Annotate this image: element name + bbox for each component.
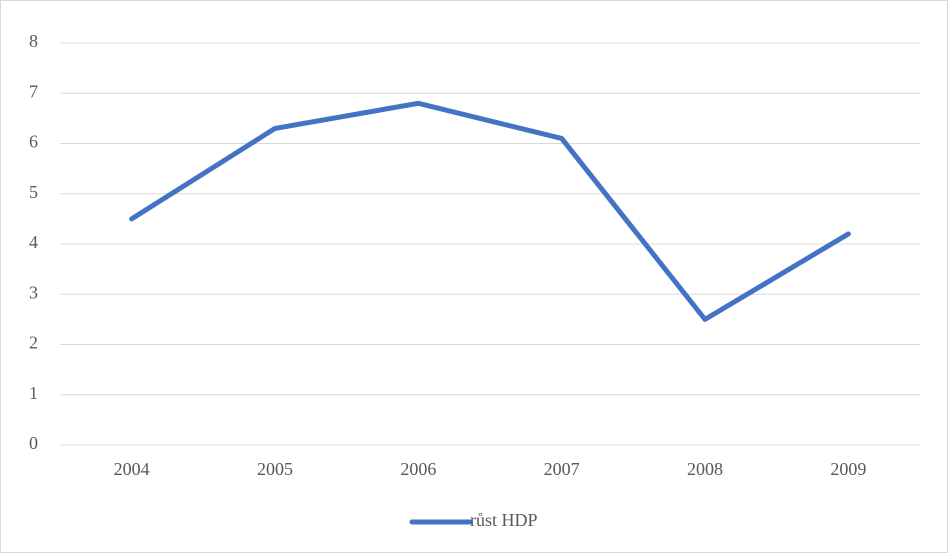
x-tick-label: 2009	[830, 459, 866, 479]
y-tick-label: 5	[29, 182, 38, 202]
y-tick-label: 4	[29, 232, 38, 252]
legend-label: růst HDP	[470, 510, 538, 530]
y-tick-label: 7	[29, 81, 38, 101]
x-tick-label: 2006	[400, 459, 436, 479]
y-tick-label: 1	[29, 383, 38, 403]
y-tick-label: 8	[29, 31, 38, 51]
y-tick-label: 0	[29, 433, 38, 453]
y-tick-label: 2	[29, 333, 38, 353]
data-line	[129, 100, 851, 322]
x-tick-label: 2008	[687, 459, 723, 479]
x-tick-label: 2007	[544, 459, 580, 479]
x-tick-label: 2004	[114, 459, 150, 479]
y-tick-label: 3	[29, 282, 38, 302]
y-tick-label: 6	[29, 132, 38, 152]
x-tick-label: 2005	[257, 459, 293, 479]
